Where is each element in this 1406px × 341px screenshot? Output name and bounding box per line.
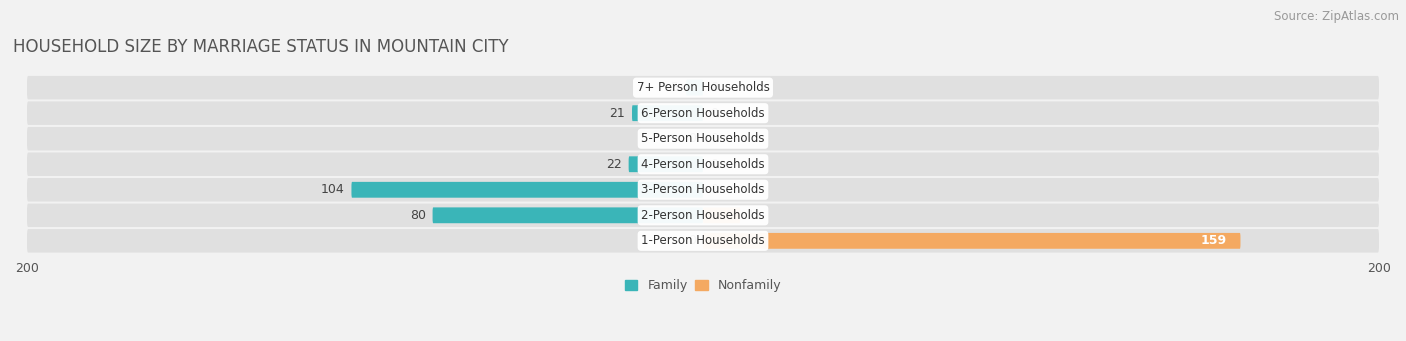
Text: 3-Person Households: 3-Person Households: [641, 183, 765, 196]
FancyBboxPatch shape: [27, 229, 1379, 253]
Text: 5-Person Households: 5-Person Households: [641, 132, 765, 145]
Text: Source: ZipAtlas.com: Source: ZipAtlas.com: [1274, 10, 1399, 23]
FancyBboxPatch shape: [352, 182, 703, 198]
Text: 22: 22: [606, 158, 621, 171]
Text: 0: 0: [689, 132, 696, 145]
Legend: Family, Nonfamily: Family, Nonfamily: [624, 279, 782, 292]
FancyBboxPatch shape: [27, 152, 1379, 176]
Text: 0: 0: [710, 81, 717, 94]
Text: HOUSEHOLD SIZE BY MARRIAGE STATUS IN MOUNTAIN CITY: HOUSEHOLD SIZE BY MARRIAGE STATUS IN MOU…: [14, 38, 509, 56]
Text: 80: 80: [409, 209, 426, 222]
FancyBboxPatch shape: [703, 207, 740, 223]
FancyBboxPatch shape: [433, 207, 703, 223]
FancyBboxPatch shape: [27, 101, 1379, 125]
Text: 11: 11: [747, 209, 762, 222]
Text: 0: 0: [710, 183, 717, 196]
Text: 1-Person Households: 1-Person Households: [641, 234, 765, 247]
FancyBboxPatch shape: [628, 156, 703, 172]
Text: 7+ Person Households: 7+ Person Households: [637, 81, 769, 94]
FancyBboxPatch shape: [27, 76, 1379, 99]
FancyBboxPatch shape: [27, 204, 1379, 227]
FancyBboxPatch shape: [27, 178, 1379, 202]
Text: 2-Person Households: 2-Person Households: [641, 209, 765, 222]
Text: 104: 104: [321, 183, 344, 196]
Text: 0: 0: [689, 234, 696, 247]
FancyBboxPatch shape: [633, 105, 703, 121]
Text: 159: 159: [1201, 234, 1227, 247]
FancyBboxPatch shape: [27, 127, 1379, 150]
Text: 5: 5: [671, 81, 679, 94]
Text: 6-Person Households: 6-Person Households: [641, 107, 765, 120]
Text: 0: 0: [710, 132, 717, 145]
FancyBboxPatch shape: [703, 233, 1240, 249]
FancyBboxPatch shape: [686, 80, 703, 95]
Text: 21: 21: [610, 107, 626, 120]
Text: 0: 0: [710, 158, 717, 171]
Text: 0: 0: [710, 107, 717, 120]
Text: 4-Person Households: 4-Person Households: [641, 158, 765, 171]
